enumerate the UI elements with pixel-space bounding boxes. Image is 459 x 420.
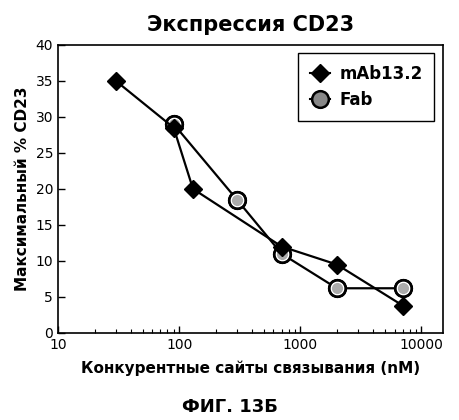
Title: Экспрессия CD23: Экспрессия CD23 <box>146 15 353 35</box>
Fab <box>278 251 284 256</box>
Fab <box>333 286 339 291</box>
X-axis label: Конкурентные сайты связывания (nM): Конкурентные сайты связывания (nM) <box>81 360 419 375</box>
Y-axis label: Максимальный % CD23: Максимальный % CD23 <box>15 87 30 291</box>
Fab <box>234 197 239 202</box>
mAb13.2 <box>333 262 339 267</box>
mAb13.2 <box>190 186 196 192</box>
mAb13.2 <box>399 303 404 308</box>
mAb13.2 <box>170 125 176 130</box>
mAb13.2 <box>278 244 284 249</box>
Line: mAb13.2: mAb13.2 <box>109 75 408 312</box>
mAb13.2 <box>113 79 118 84</box>
Fab <box>399 286 404 291</box>
Text: ФИГ. 13Б: ФИГ. 13Б <box>182 398 277 416</box>
Line: Fab: Fab <box>165 116 410 297</box>
Fab <box>170 121 176 126</box>
Legend: mAb13.2, Fab: mAb13.2, Fab <box>297 53 434 121</box>
